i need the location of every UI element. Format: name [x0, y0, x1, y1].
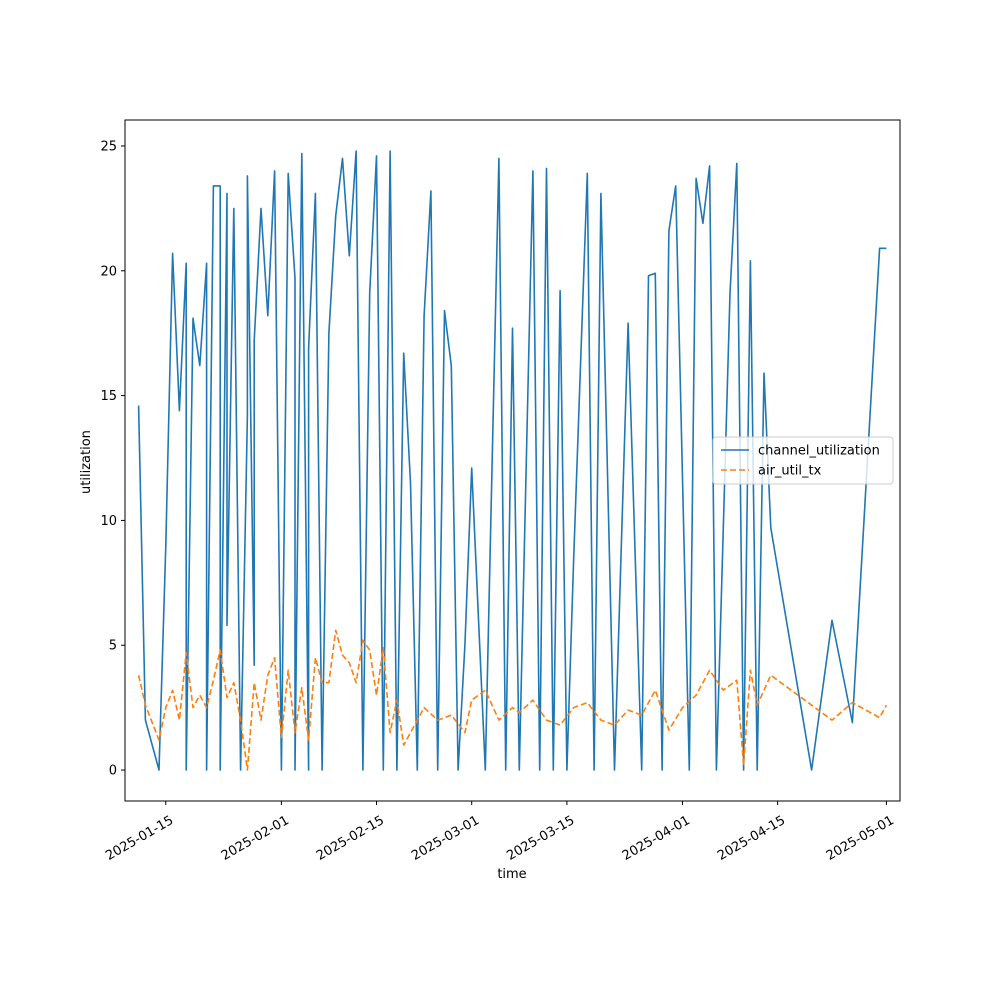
y-tick-label: 10 — [100, 514, 117, 529]
x-tick-label: 2025-04-15 — [715, 813, 788, 864]
legend-box — [712, 436, 894, 485]
y-tick-label: 5 — [109, 639, 117, 654]
y-tick-label: 15 — [100, 389, 117, 404]
x-tick-label: 2025-03-01 — [409, 813, 482, 864]
legend-label-air-util-tx: air_util_tx — [758, 464, 822, 479]
plot-area — [137, 150, 888, 771]
x-tick-label: 2025-01-15 — [103, 813, 176, 864]
x-tick-label: 2025-05-01 — [824, 813, 897, 864]
x-tick-label: 2025-03-15 — [504, 813, 577, 864]
plot-frame — [124, 119, 901, 802]
x-tick-label: 2025-04-01 — [620, 813, 693, 864]
y-tick-label: 0 — [109, 764, 117, 779]
y-tick-label: 20 — [100, 264, 117, 279]
legend: channel_utilization air_util_tx — [712, 436, 894, 485]
series-line-channel-utilization — [137, 150, 887, 771]
series-line-air-util-tx — [137, 629, 888, 771]
x-tick-label: 2025-02-01 — [219, 813, 292, 864]
legend-label-channel-utilization: channel_utilization — [758, 444, 880, 459]
x-axis-label: time — [497, 867, 526, 882]
y-tick-label: 25 — [100, 139, 117, 154]
y-axis-label: utilization — [79, 430, 94, 494]
y-axis: 0 5 10 15 20 25 — [100, 139, 125, 779]
x-axis: 2025-01-15 2025-02-01 2025-02-15 2025-03-01… — [103, 801, 897, 864]
x-tick-label: 2025-02-15 — [314, 813, 387, 864]
